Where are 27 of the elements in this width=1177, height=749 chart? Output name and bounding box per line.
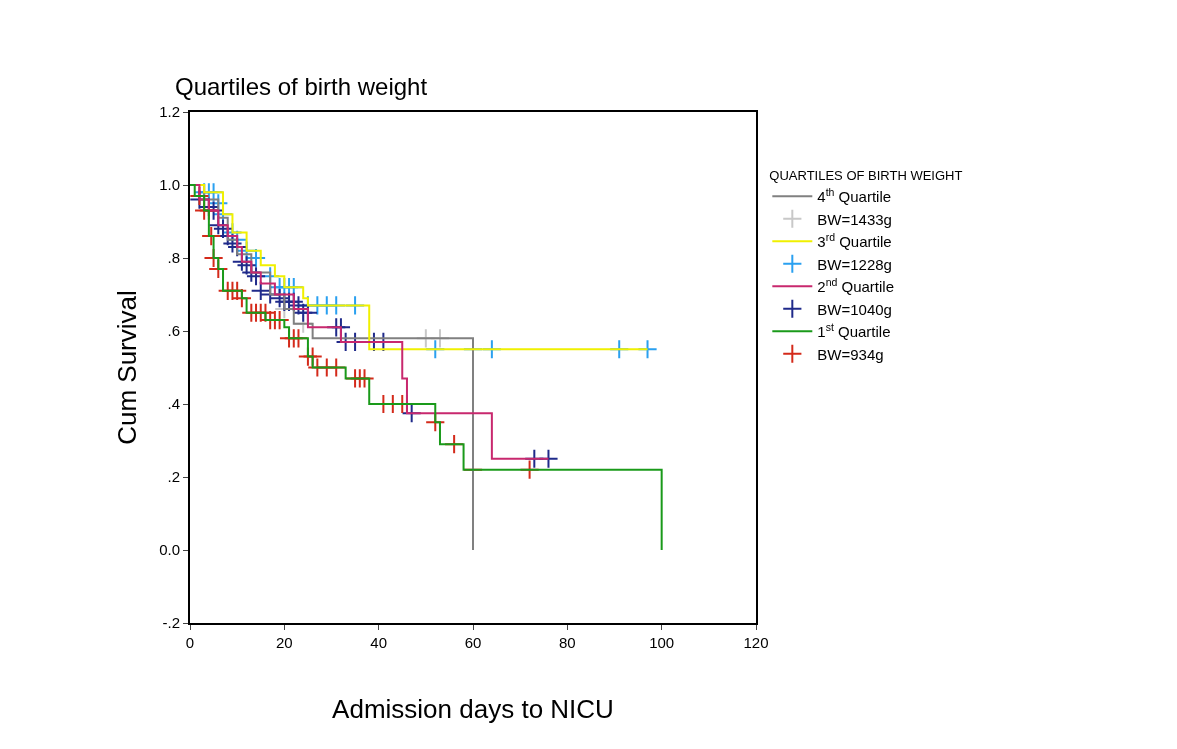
y-tick-label: .6 <box>167 322 180 340</box>
x-tick-label: 60 <box>464 634 482 651</box>
y-tick-label: -.2 <box>162 614 180 632</box>
legend-label: BW=1433g <box>817 210 892 228</box>
x-tick-label: 40 <box>370 634 388 651</box>
legend-label: 4$^{th}$ Quartile <box>817 185 892 206</box>
legend-label: BW=1228g <box>817 255 892 273</box>
legend-label: 3$^{rd}$ Quartile <box>817 230 892 251</box>
legend-label: 1$^{st}$ Quartile <box>817 320 891 341</box>
x-tick-label: 20 <box>275 634 293 651</box>
y-tick-label: 1.2 <box>159 103 180 121</box>
chart-title: Quartiles of birth weight <box>175 72 428 100</box>
x-tick-label: 120 <box>743 634 769 651</box>
x-tick-label: 0 <box>185 634 195 651</box>
y-tick-label: 1.0 <box>159 176 180 194</box>
y-axis-title: Cum Survival <box>112 290 143 445</box>
x-tick-label: 80 <box>558 634 576 651</box>
x-tick-label: 100 <box>649 634 675 651</box>
legend-label: BW=934g <box>817 345 884 363</box>
x-axis-title: Admission days to NICU <box>332 694 614 725</box>
y-tick-label: .4 <box>167 395 180 413</box>
y-tick-label: .2 <box>167 468 180 486</box>
y-tick-label: .8 <box>167 249 180 267</box>
y-tick-label: 0.0 <box>159 541 180 559</box>
legend-label: 2$^{nd}$ Quartile <box>817 275 895 296</box>
legend-label: BW=1040g <box>817 300 892 318</box>
legend-title: QUARTILES OF BIRTH WEIGHT <box>769 168 963 183</box>
